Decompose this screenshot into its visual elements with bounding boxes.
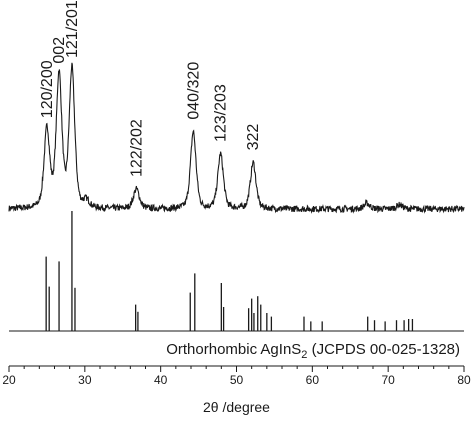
x-tick-label: 70 <box>381 373 395 387</box>
peak-label: 322 <box>245 124 262 151</box>
x-axis: 20 30 40 50 60 70 80 <box>2 365 471 387</box>
reference-title-main: Orthorhombic AgInS <box>166 341 301 358</box>
reference-title-suffix: (JCPDS 00-025-1328) <box>307 341 460 358</box>
reference-title-subscript: 2 <box>301 349 307 361</box>
x-tick-label: 20 <box>2 373 16 387</box>
peak-label: 123/203 <box>213 84 230 142</box>
x-tick-label: 50 <box>230 373 244 387</box>
x-tick-label: 30 <box>78 373 92 387</box>
peak-label: 121/201 <box>64 0 81 58</box>
x-tick-label: 60 <box>306 373 320 387</box>
reference-lines <box>45 211 414 331</box>
peak-label: 040/320 <box>185 62 202 120</box>
x-axis-label: 2θ /degree <box>203 399 270 415</box>
xrd-pattern-line <box>8 62 465 214</box>
xrd-pattern <box>8 62 465 214</box>
peak-label: 002 <box>51 37 68 64</box>
peak-label: 122/202 <box>128 119 145 177</box>
x-tick-label: 80 <box>457 373 471 387</box>
reference-title: Orthorhombic AgInS2 (JCPDS 00-025-1328) <box>166 341 460 361</box>
x-tick-label: 40 <box>154 373 168 387</box>
peak-label: 120/200 <box>39 60 56 118</box>
